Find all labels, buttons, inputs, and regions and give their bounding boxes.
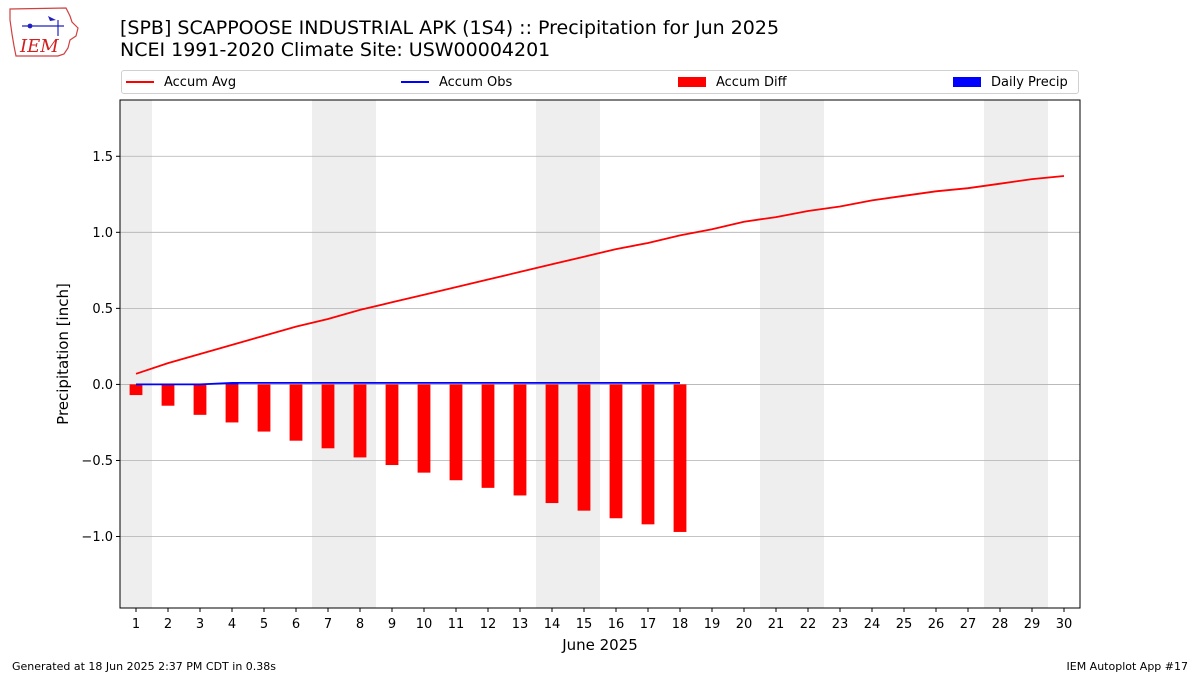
x-tick-label: 4: [228, 617, 236, 632]
accum-diff-bar: [225, 384, 239, 423]
legend-swatch-daily-precip: [953, 77, 981, 87]
x-tick-label: 20: [736, 617, 753, 632]
y-gridlines: [120, 155, 1080, 537]
weekend-band: [344, 100, 376, 608]
legend-item-daily-precip: Daily Precip: [953, 71, 1068, 93]
chart-title: [SPB] SCAPPOOSE INDUSTRIAL APK (1S4) :: …: [120, 17, 780, 39]
iem-logo: IEM: [8, 6, 82, 64]
accum-diff-bar: [641, 384, 655, 525]
x-tick-label: 16: [608, 617, 625, 632]
x-tick-label: 12: [480, 617, 497, 632]
plot-frame: [119, 99, 1081, 609]
x-tick-label: 17: [640, 617, 657, 632]
weekend-band: [536, 100, 568, 608]
x-tick-label: 15: [576, 617, 593, 632]
x-tick-label: 29: [1024, 617, 1041, 632]
accum-diff-bar: [673, 384, 687, 532]
y-tick-label: −1.0: [81, 530, 113, 545]
x-tick-label: 24: [864, 617, 881, 632]
x-tick-label: 26: [928, 617, 945, 632]
series-lines: [135, 175, 1065, 386]
x-tick-label: 27: [960, 617, 977, 632]
accum-diff-bar: [449, 384, 463, 481]
weekend-band: [760, 100, 792, 608]
accum-diff-bar: [161, 384, 175, 406]
weekend-band: [120, 100, 152, 608]
weekend-band: [984, 100, 1016, 608]
x-tick-label: 28: [992, 617, 1009, 632]
weekend-shading: [120, 100, 1048, 608]
legend-swatch-accum-obs: [401, 81, 429, 83]
accum-diff-bar: [129, 384, 143, 396]
weekend-band: [312, 100, 344, 608]
x-tick-label: 9: [388, 617, 396, 632]
accum-diff-bar: [513, 384, 527, 496]
accum-diff-bar: [385, 384, 399, 466]
x-tick-label: 25: [896, 617, 913, 632]
x-tick-label: 5: [260, 617, 268, 632]
x-tick-label: 2: [164, 617, 172, 632]
legend-swatch-accum-avg: [126, 81, 154, 83]
x-tick-label: 23: [832, 617, 849, 632]
x-tick-label: 3: [196, 617, 204, 632]
x-tick-label: 10: [416, 617, 433, 632]
x-tick-label: 30: [1056, 617, 1073, 632]
accum-diff-bars: [129, 382, 687, 532]
axes: −1.0−0.50.00.51.01.51 2 3 4 5 6 7 8 9 10 11 12 13 14 1…: [81, 150, 1072, 632]
legend-label-accum-obs: Accum Obs: [439, 74, 513, 90]
accum-diff-bar: [481, 384, 495, 488]
accum-diff-bar: [577, 384, 591, 511]
accum-diff-bar: [609, 384, 623, 519]
x-tick-label: 22: [800, 617, 817, 632]
weekend-band: [792, 100, 824, 608]
x-tick-label: 1: [132, 617, 140, 632]
legend-label-accum-diff: Accum Diff: [716, 74, 787, 90]
x-axis-label: June 2025: [561, 636, 638, 654]
legend-item-accum-diff: Accum Diff: [678, 71, 787, 93]
legend-label-daily-precip: Daily Precip: [991, 74, 1068, 90]
x-tick-label: 19: [704, 617, 721, 632]
x-tick-label: 8: [356, 617, 364, 632]
app-id-label: IEM Autoplot App #17: [1066, 660, 1189, 673]
accum-diff-bar: [353, 384, 367, 458]
legend-swatch-accum-diff: [678, 77, 706, 87]
y-tick-label: −0.5: [81, 454, 113, 469]
x-tick-label: 13: [512, 617, 529, 632]
legend-label-accum-avg: Accum Avg: [164, 74, 237, 90]
y-tick-label: 0.5: [92, 302, 113, 317]
accum-avg-line: [135, 175, 1065, 375]
x-tick-label: 21: [768, 617, 785, 632]
legend-item-accum-obs: Accum Obs: [401, 71, 512, 93]
y-tick-label: 1.5: [92, 150, 113, 165]
accum-diff-bar: [417, 384, 431, 473]
x-tick-label: 11: [448, 617, 465, 632]
y-tick-label: 1.0: [92, 226, 113, 241]
accum-diff-bar: [257, 384, 271, 432]
accum-diff-bar: [289, 384, 303, 441]
chart-subtitle: NCEI 1991-2020 Climate Site: USW00004201: [120, 39, 551, 61]
weekend-band: [1016, 100, 1048, 608]
x-tick-label: 14: [544, 617, 561, 632]
accum-diff-bar: [193, 384, 207, 415]
y-tick-label: 0.0: [92, 378, 113, 393]
x-tick-label: 7: [324, 617, 332, 632]
accum-diff-bar: [321, 384, 335, 449]
accum-obs-line: [136, 381, 680, 386]
weekend-band: [568, 100, 600, 608]
legend-item-accum-avg: Accum Avg: [126, 71, 236, 93]
y-axis-label: Precipitation [inch]: [54, 283, 72, 425]
x-tick-label: 6: [292, 617, 300, 632]
iowa-map-logo-icon: IEM: [9, 7, 79, 57]
accum-diff-bar: [545, 384, 559, 504]
logo-text: IEM: [19, 36, 59, 57]
generated-timestamp: Generated at 18 Jun 2025 2:37 PM CDT in …: [12, 660, 277, 673]
x-tick-label: 18: [672, 617, 689, 632]
chart-legend: Accum Avg Accum Obs Accum Diff Daily Pre…: [121, 70, 1079, 94]
